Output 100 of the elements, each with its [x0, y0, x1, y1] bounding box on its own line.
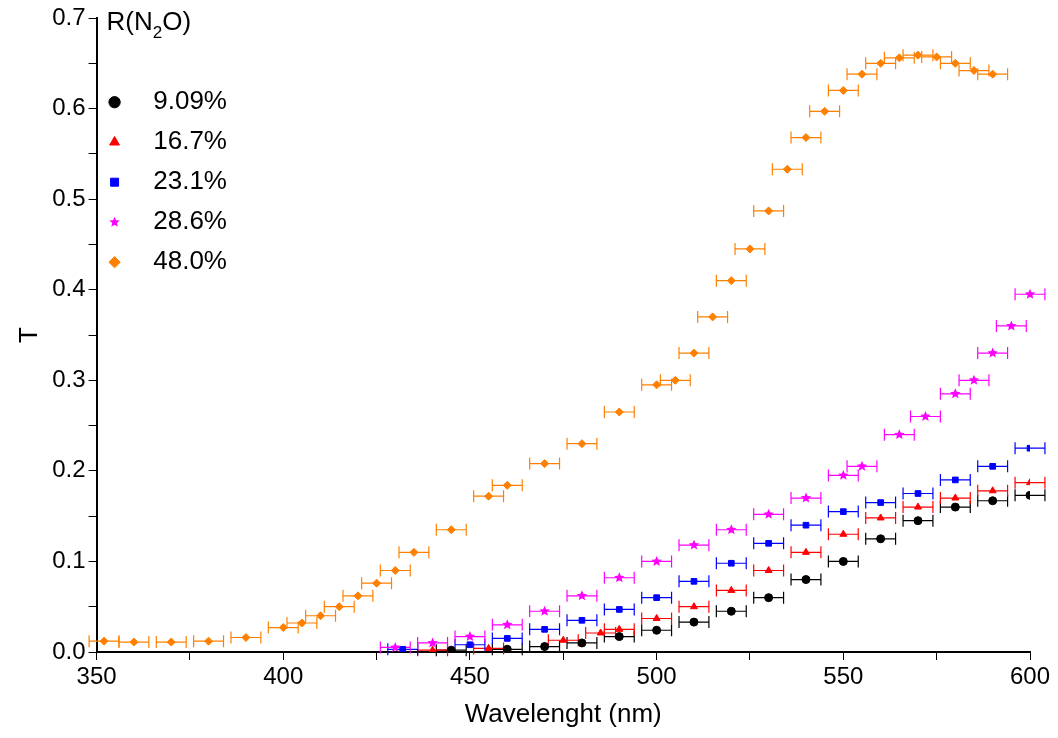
- point: [913, 516, 923, 526]
- point: [764, 565, 773, 573]
- x-tick-label: 600: [1009, 662, 1051, 690]
- point: [615, 624, 624, 632]
- x-tick-label: 500: [636, 662, 677, 690]
- point: [876, 513, 885, 521]
- point: [559, 635, 568, 643]
- point: [894, 53, 904, 63]
- point: [708, 312, 718, 322]
- point: [726, 524, 737, 535]
- point: [932, 52, 942, 62]
- point: [166, 637, 176, 647]
- y-axis-title: T: [12, 326, 43, 343]
- point: [764, 206, 774, 216]
- point: [99, 636, 109, 646]
- point: [988, 486, 997, 494]
- point: [839, 529, 848, 537]
- point: [782, 164, 792, 174]
- y-tick-label: 0.6: [52, 93, 86, 121]
- y-tick-label: 0.0: [52, 636, 86, 664]
- point: [204, 636, 214, 646]
- y-tick-label: 0.2: [52, 455, 86, 483]
- x-axis-title: Wavelenght (nm): [464, 697, 662, 728]
- legend-label: 23.1%: [131, 165, 227, 196]
- point: [894, 429, 905, 440]
- point: [652, 380, 662, 390]
- point: [988, 69, 998, 79]
- point: [802, 547, 810, 555]
- point: [689, 348, 699, 358]
- point: [539, 605, 550, 616]
- y-tick-label: 0.1: [52, 546, 86, 574]
- y-tick-label: 0.4: [52, 274, 86, 302]
- point: [987, 347, 998, 358]
- y-tick-label: 0.7: [52, 2, 86, 30]
- point: [801, 133, 811, 143]
- point: [913, 50, 923, 60]
- point: [838, 85, 848, 95]
- point: [689, 617, 699, 627]
- y-tick-label: 0.3: [52, 364, 86, 392]
- point: [857, 69, 867, 79]
- point: [802, 521, 810, 529]
- point: [653, 594, 660, 601]
- point: [920, 411, 931, 421]
- point: [838, 469, 849, 480]
- point: [1006, 320, 1017, 331]
- point: [688, 539, 700, 550]
- point: [800, 492, 812, 503]
- point: [596, 628, 605, 636]
- y-tick-label: 0.5: [52, 183, 86, 211]
- x-tick-label: 550: [823, 662, 864, 690]
- point: [764, 593, 774, 603]
- point: [577, 638, 587, 648]
- point: [297, 618, 307, 628]
- point: [614, 407, 624, 417]
- point: [615, 606, 623, 613]
- point: [988, 496, 998, 506]
- point: [390, 565, 400, 575]
- point: [877, 499, 884, 506]
- point: [334, 602, 344, 612]
- point: [540, 459, 550, 469]
- point: [446, 525, 456, 535]
- point: [503, 635, 511, 642]
- point: [409, 547, 419, 557]
- point: [968, 374, 980, 385]
- point: [278, 623, 288, 633]
- point: [726, 606, 736, 616]
- point: [690, 602, 698, 610]
- point: [989, 463, 996, 470]
- point: [690, 578, 698, 585]
- point: [576, 590, 588, 601]
- point: [727, 559, 735, 567]
- point: [726, 276, 736, 286]
- point: [952, 476, 959, 484]
- point: [727, 585, 736, 593]
- point: [951, 493, 960, 501]
- point: [969, 66, 979, 76]
- point: [502, 619, 513, 630]
- point: [950, 388, 961, 399]
- point: [838, 556, 848, 566]
- point: [502, 480, 512, 490]
- point: [541, 626, 548, 633]
- x-tick-label: 400: [263, 662, 304, 690]
- legend-label: 16.7%: [131, 125, 227, 156]
- point: [577, 439, 587, 449]
- point: [372, 578, 382, 588]
- x-tick-label: 350: [76, 662, 117, 690]
- legend-label: 48.0%: [131, 245, 227, 276]
- point: [765, 539, 772, 547]
- point: [353, 591, 363, 601]
- point: [820, 106, 830, 116]
- point: [614, 632, 624, 642]
- legend-label: 28.6%: [131, 205, 227, 236]
- point: [484, 491, 494, 501]
- x-tick-label: 450: [449, 662, 490, 690]
- point: [914, 502, 922, 510]
- point: [876, 534, 886, 544]
- point: [652, 625, 662, 635]
- point: [856, 460, 868, 471]
- point: [316, 611, 326, 621]
- legend-label: 9.09%: [131, 85, 227, 116]
